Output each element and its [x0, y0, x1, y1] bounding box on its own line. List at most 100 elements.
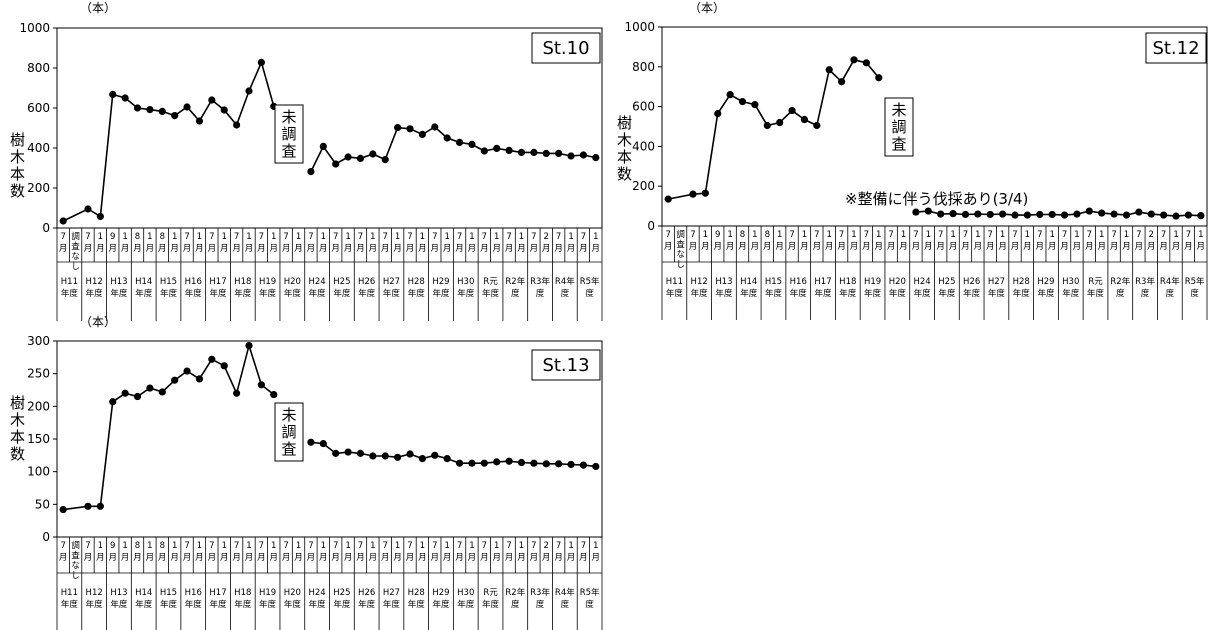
category-month-label: 1	[222, 232, 227, 242]
category-year-suffix: 年度	[358, 288, 376, 299]
category-month-label: 7	[85, 232, 90, 242]
category-month-label: 7	[407, 232, 412, 242]
category-year-label: H26	[358, 588, 375, 598]
data-point	[109, 90, 117, 98]
station-label: St.10	[542, 38, 589, 59]
category-month-suffix: 月	[331, 244, 340, 254]
category-month-suffix: 月	[1184, 242, 1193, 252]
y-axis-label-char: 数	[10, 182, 25, 200]
series-line	[62, 60, 596, 222]
not-surveyed-char: 査	[281, 440, 296, 458]
category-year-suffix: 年度	[86, 599, 104, 610]
category-month-label: 1	[395, 541, 400, 551]
category-month-label: 1	[494, 541, 499, 551]
category-year-suffix: 年度	[988, 288, 1006, 299]
category-month-label: 7	[789, 230, 794, 240]
category-month-label: 7	[531, 232, 536, 242]
category-month-label: 7	[1161, 230, 1166, 240]
category-month-label: 7	[506, 541, 511, 551]
data-point	[567, 152, 575, 160]
category-month-label: 7	[432, 541, 437, 551]
data-point	[245, 87, 253, 95]
category-month-label: 1	[568, 232, 573, 242]
data-point	[270, 390, 278, 399]
category-year-suffix: 年度	[110, 599, 128, 610]
category-month-suffix: 月	[431, 553, 440, 563]
data-point	[369, 452, 377, 460]
category-month-suffix: 月	[133, 244, 142, 254]
data-point	[999, 210, 1007, 218]
data-point	[84, 502, 92, 510]
data-point	[356, 449, 365, 457]
category-month-suffix: 月	[356, 553, 365, 563]
category-year-suffix: 度	[585, 599, 594, 610]
category-month-label: 1	[321, 541, 326, 551]
category-month-label: 7	[358, 541, 363, 551]
data-point	[505, 146, 513, 154]
data-point	[183, 367, 191, 375]
data-point	[592, 154, 600, 162]
category-month-label: 1	[950, 230, 955, 240]
category-month-suffix: 月	[912, 242, 921, 252]
category-month-suffix: 月	[1023, 242, 1032, 252]
category-month-suffix: 月	[974, 242, 983, 252]
category-year-suffix: 年度	[135, 288, 153, 299]
data-point	[443, 134, 451, 142]
not-surveyed-char: 調	[891, 118, 906, 136]
data-point	[183, 103, 191, 111]
category-month-label: 1	[1198, 230, 1203, 240]
category-month-label: 1	[246, 541, 251, 551]
category-month-suffix: 月	[108, 244, 117, 254]
no-survey-label-char: 査	[71, 241, 80, 252]
category-month-suffix: 月	[530, 244, 539, 254]
category-month-suffix: 月	[813, 242, 822, 252]
category-month-label: 1	[321, 232, 326, 242]
category-year-suffix: 年度	[482, 599, 500, 610]
category-year-label: H27	[988, 277, 1005, 287]
category-month-suffix: 月	[1197, 242, 1206, 252]
category-year-label: H16	[185, 277, 202, 287]
data-point	[825, 66, 833, 74]
category-month-suffix: 月	[1073, 242, 1082, 252]
data-point	[555, 460, 563, 468]
category-month-suffix: 月	[208, 553, 217, 563]
y-tick-label: 0	[647, 219, 655, 233]
category-month-label: 7	[234, 541, 239, 551]
data-point	[862, 59, 870, 67]
y-axis-label-char: 木	[10, 411, 25, 429]
category-year-label: H16	[790, 277, 807, 287]
category-year-label: H24	[309, 588, 326, 598]
category-month-label: 2	[544, 541, 549, 551]
category-year-suffix: 年度	[938, 288, 956, 299]
category-month-label: 1	[827, 230, 832, 240]
y-tick-label: 800	[27, 61, 50, 75]
category-year-suffix: 年度	[135, 599, 153, 610]
y-tick-label: 200	[27, 181, 50, 195]
data-point	[738, 98, 747, 106]
category-month-label: 7	[383, 232, 388, 242]
data-point	[1135, 208, 1143, 216]
category-month-label: 1	[1000, 230, 1005, 240]
category-year-suffix: 度	[585, 288, 594, 299]
data-point	[96, 502, 104, 510]
data-point	[468, 459, 476, 467]
category-month-label: 8	[160, 232, 165, 242]
category-month-suffix: 月	[146, 244, 155, 254]
data-point	[505, 457, 513, 465]
category-year-label: R元	[1088, 277, 1103, 287]
data-point	[517, 148, 526, 156]
category-month-label: 1	[469, 232, 474, 242]
no-survey-label-char: し	[71, 571, 80, 581]
category-month-suffix: 月	[443, 244, 452, 254]
station-label-box	[1145, 32, 1207, 64]
category-month-label: 7	[1087, 230, 1092, 240]
category-month-suffix: 月	[850, 242, 859, 252]
category-year-suffix: 年度	[309, 599, 327, 610]
category-month-suffix: 月	[220, 553, 229, 563]
not-surveyed-char: 未	[281, 108, 296, 126]
category-month-suffix: 月	[319, 553, 328, 563]
category-month-label: 7	[556, 541, 561, 551]
category-month-label: 7	[864, 230, 869, 240]
category-month-label: 7	[1062, 230, 1067, 240]
category-month-suffix: 月	[1036, 242, 1045, 252]
